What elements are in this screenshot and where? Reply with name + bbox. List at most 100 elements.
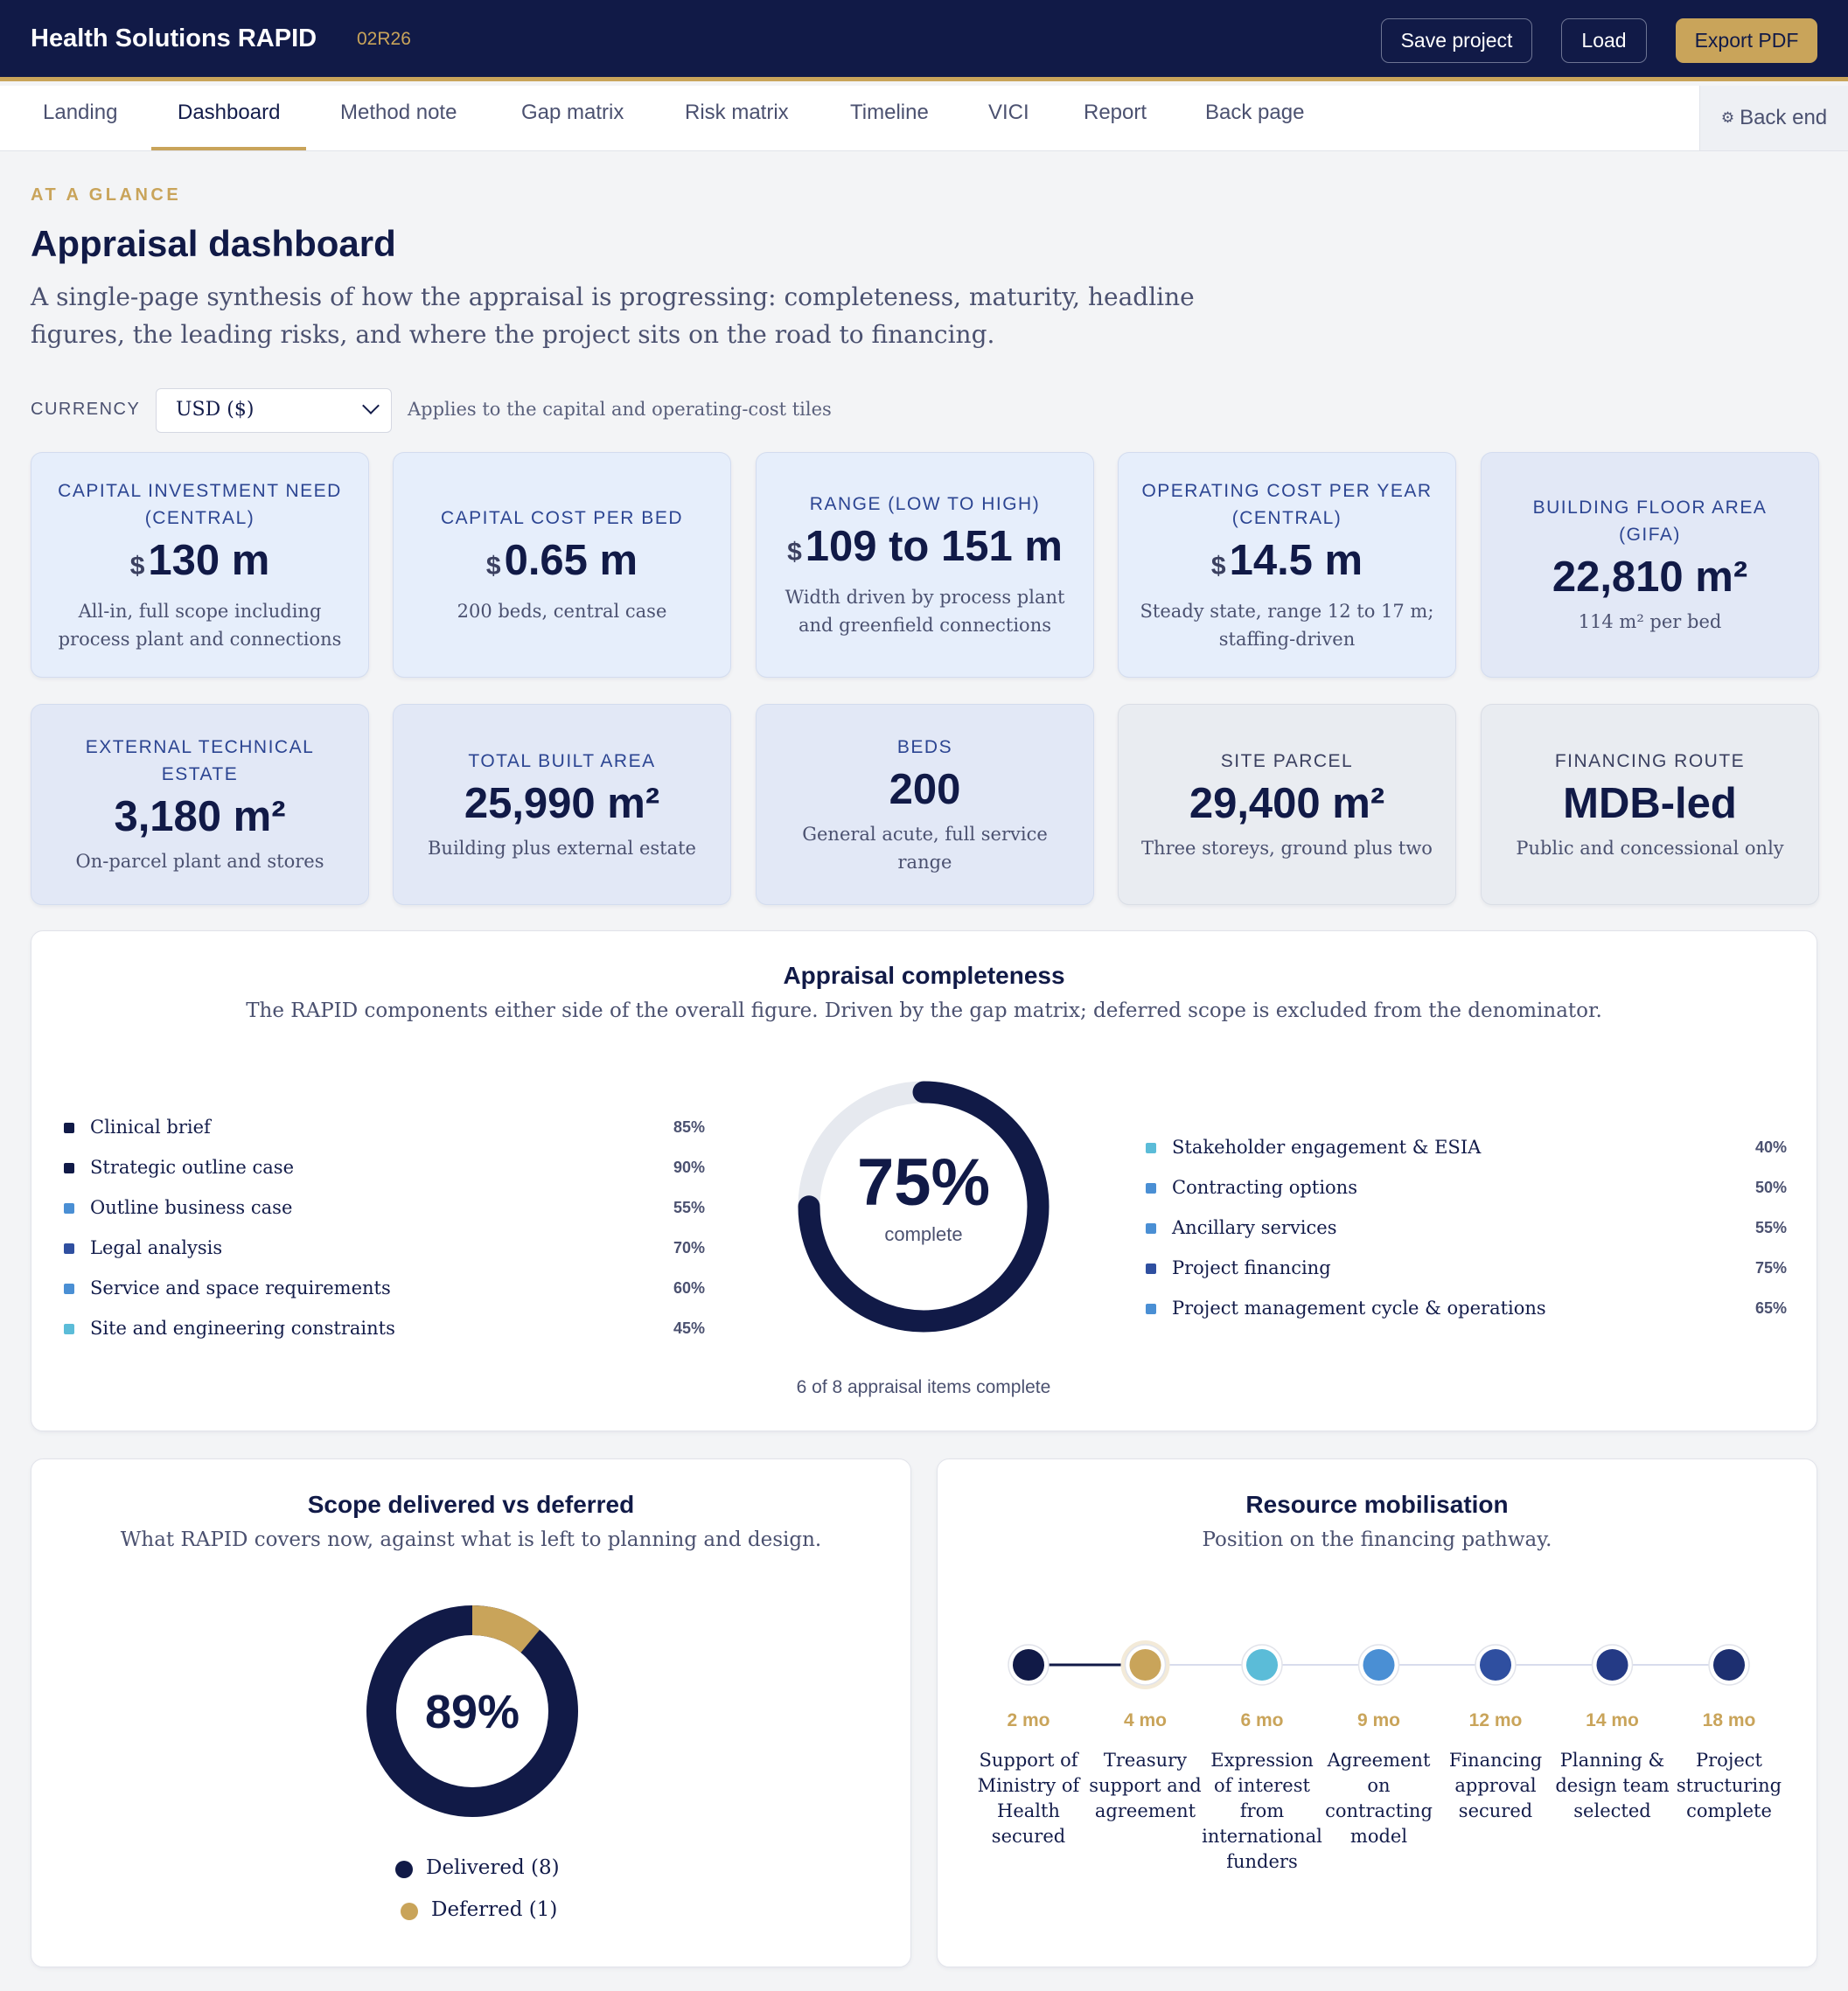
status-dot	[64, 1324, 74, 1334]
timeline-node	[1480, 1649, 1511, 1681]
completeness-item: Project management cycle & operations 65%	[1146, 1296, 1787, 1322]
currency-select[interactable]: USD ($)	[156, 388, 392, 433]
item-percent: 70%	[673, 1239, 705, 1257]
item-percent: 65%	[1754, 1299, 1787, 1317]
tab-dashboard[interactable]: Dashboard	[151, 86, 307, 150]
tile-subtext: 114 m² per bed	[1578, 611, 1722, 632]
item-name: Project management cycle & operations	[1172, 1298, 1546, 1319]
tile-financing-route: FINANCING ROUTE MDB-led Public and conce…	[1481, 704, 1819, 905]
completeness-value: 75%	[856, 1145, 991, 1220]
tile-label: TOTAL BUILT AREA	[468, 750, 656, 771]
tile-subtext: Three storeys, ground plus two	[1141, 837, 1433, 859]
completeness-subtitle: The RAPID components either side of the …	[246, 999, 1602, 1022]
tile-value: $130 m	[129, 536, 270, 584]
tile-capital-cost-per-bed: CAPITAL COST PER BED $0.65 m 200 beds, c…	[393, 452, 731, 678]
timeline-months: 14 mo	[1586, 1710, 1639, 1730]
tab-landing[interactable]: Landing	[43, 101, 118, 124]
legend-deferred: Deferred (1)	[401, 1898, 557, 1921]
timeline-node	[1596, 1649, 1628, 1681]
status-dot	[64, 1123, 74, 1133]
tile-label: SITE PARCEL	[1220, 750, 1354, 771]
currency-selected-value: USD ($)	[176, 399, 255, 421]
status-dot	[1146, 1304, 1156, 1314]
completeness-item: Ancillary services 55%	[1146, 1215, 1787, 1242]
item-name: Site and engineering constraints	[90, 1318, 395, 1339]
tab-method-note[interactable]: Method note	[340, 101, 457, 124]
completeness-title: Appraisal completeness	[783, 962, 1065, 989]
tile-subtext: Steady state, range 12 to 17 m; staffing…	[1140, 600, 1434, 650]
tab-back-page[interactable]: Back page	[1205, 101, 1305, 124]
tab-gap-matrix[interactable]: Gap matrix	[521, 101, 624, 124]
gear-icon: ⚙	[1720, 109, 1735, 126]
load-button[interactable]: Load	[1561, 18, 1647, 63]
scope-donut	[366, 1605, 578, 1817]
tile-value: 25,990 m²	[464, 779, 660, 827]
tile-label: OPERATING COST PER YEAR (CENTRAL)	[1141, 480, 1433, 528]
legend-dot	[401, 1903, 418, 1920]
item-name: Clinical brief	[90, 1117, 211, 1138]
mobilisation-card: Resource mobilisation Position on the fi…	[937, 1458, 1817, 1967]
item-percent: 75%	[1754, 1259, 1787, 1277]
tile-value: $14.5 m	[1210, 536, 1363, 584]
completeness-item: Project financing 75%	[1146, 1256, 1787, 1282]
tile-subtext: 200 beds, central case	[457, 601, 667, 622]
completeness-item: Outline business case 55%	[64, 1195, 705, 1222]
status-dot	[1146, 1223, 1156, 1234]
tile-value: 200	[889, 765, 961, 813]
timeline-months: 2 mo	[1007, 1710, 1050, 1730]
timeline-months: 12 mo	[1468, 1710, 1523, 1730]
timeline-node	[1246, 1649, 1278, 1681]
tile-capital-investment: CAPITAL INVESTMENT NEED (CENTRAL) $130 m…	[31, 452, 369, 678]
item-percent: 90%	[673, 1159, 705, 1176]
item-name: Service and space requirements	[90, 1277, 391, 1298]
tab-bar: Landing Dashboard Method note Gap matrix…	[0, 86, 1848, 151]
save-project-button[interactable]: Save project	[1381, 18, 1532, 63]
tile-subtext: On-parcel plant and stores	[75, 851, 324, 872]
timeline-months: 4 mo	[1123, 1710, 1167, 1730]
tab-timeline[interactable]: Timeline	[850, 101, 929, 124]
completeness-donut	[798, 1081, 1050, 1333]
completeness-card: Appraisal completeness The RAPID compone…	[31, 930, 1817, 1431]
tile-value: $0.65 m	[485, 537, 638, 584]
tile-subtext: Width driven by process plant and greenf…	[785, 587, 1065, 636]
mobilisation-step-labels: 2 mo Support of Ministry of Health secure…	[938, 1459, 1818, 1968]
app-title: Health Solutions RAPID	[31, 24, 317, 52]
timeline-step-label: Financing approval secured	[1448, 1750, 1543, 1821]
tab-report[interactable]: Report	[1084, 101, 1147, 124]
mobilisation-timeline	[1008, 1640, 1750, 1689]
tile-total-built-area: TOTAL BUILT AREA 25,990 m² Building plus…	[393, 704, 731, 905]
chevron-down-icon	[362, 397, 380, 414]
top-bar: Health Solutions RAPID 02R26 Save projec…	[0, 0, 1848, 81]
scope-subtitle: What RAPID covers now, against what is l…	[120, 1528, 822, 1551]
tile-label: EXTERNAL TECHNICAL ESTATE	[85, 737, 315, 784]
status-dot	[1146, 1143, 1156, 1153]
tile-beds: BEDS 200 General acute, full service ran…	[756, 704, 1094, 905]
project-code: 02R26	[357, 29, 411, 49]
tab-vici[interactable]: VICI	[988, 101, 1029, 124]
timeline-months: 9 mo	[1356, 1710, 1400, 1730]
tile-value: $109 to 151 m	[787, 523, 1063, 570]
tile-value: MDB-led	[1563, 779, 1737, 827]
back-end-label: Back end	[1740, 106, 1828, 129]
tile-label: RANGE (LOW TO HIGH)	[809, 494, 1041, 514]
completeness-item: Stakeholder engagement & ESIA 40%	[1146, 1135, 1787, 1161]
tile-value: 3,180 m²	[114, 793, 286, 840]
completeness-item: Legal analysis 70%	[64, 1236, 705, 1262]
timeline-step-label: Treasury support and agreement	[1089, 1750, 1202, 1821]
tile-value: 22,810 m²	[1552, 553, 1748, 601]
tab-risk-matrix[interactable]: Risk matrix	[685, 101, 789, 124]
export-pdf-button[interactable]: Export PDF	[1676, 18, 1817, 63]
timeline-months: 18 mo	[1702, 1710, 1756, 1730]
tile-subtext: All-in, full scope including process pla…	[58, 600, 342, 650]
scope-card: Scope delivered vs deferred What RAPID c…	[31, 1458, 911, 1967]
status-dot	[1146, 1183, 1156, 1194]
scope-value: 89%	[424, 1686, 520, 1738]
completeness-item: Strategic outline case 90%	[64, 1155, 705, 1181]
item-percent: 60%	[673, 1279, 705, 1297]
timeline-node	[1713, 1649, 1745, 1681]
timeline-step-label: Project structuring complete	[1676, 1750, 1782, 1821]
page-lead: A single-page synthesis of how the appra…	[31, 282, 1195, 349]
tab-back-end[interactable]: ⚙ Back end	[1699, 86, 1848, 150]
tile-subtext: Public and concessional only	[1516, 837, 1784, 859]
status-dot	[1146, 1264, 1156, 1274]
